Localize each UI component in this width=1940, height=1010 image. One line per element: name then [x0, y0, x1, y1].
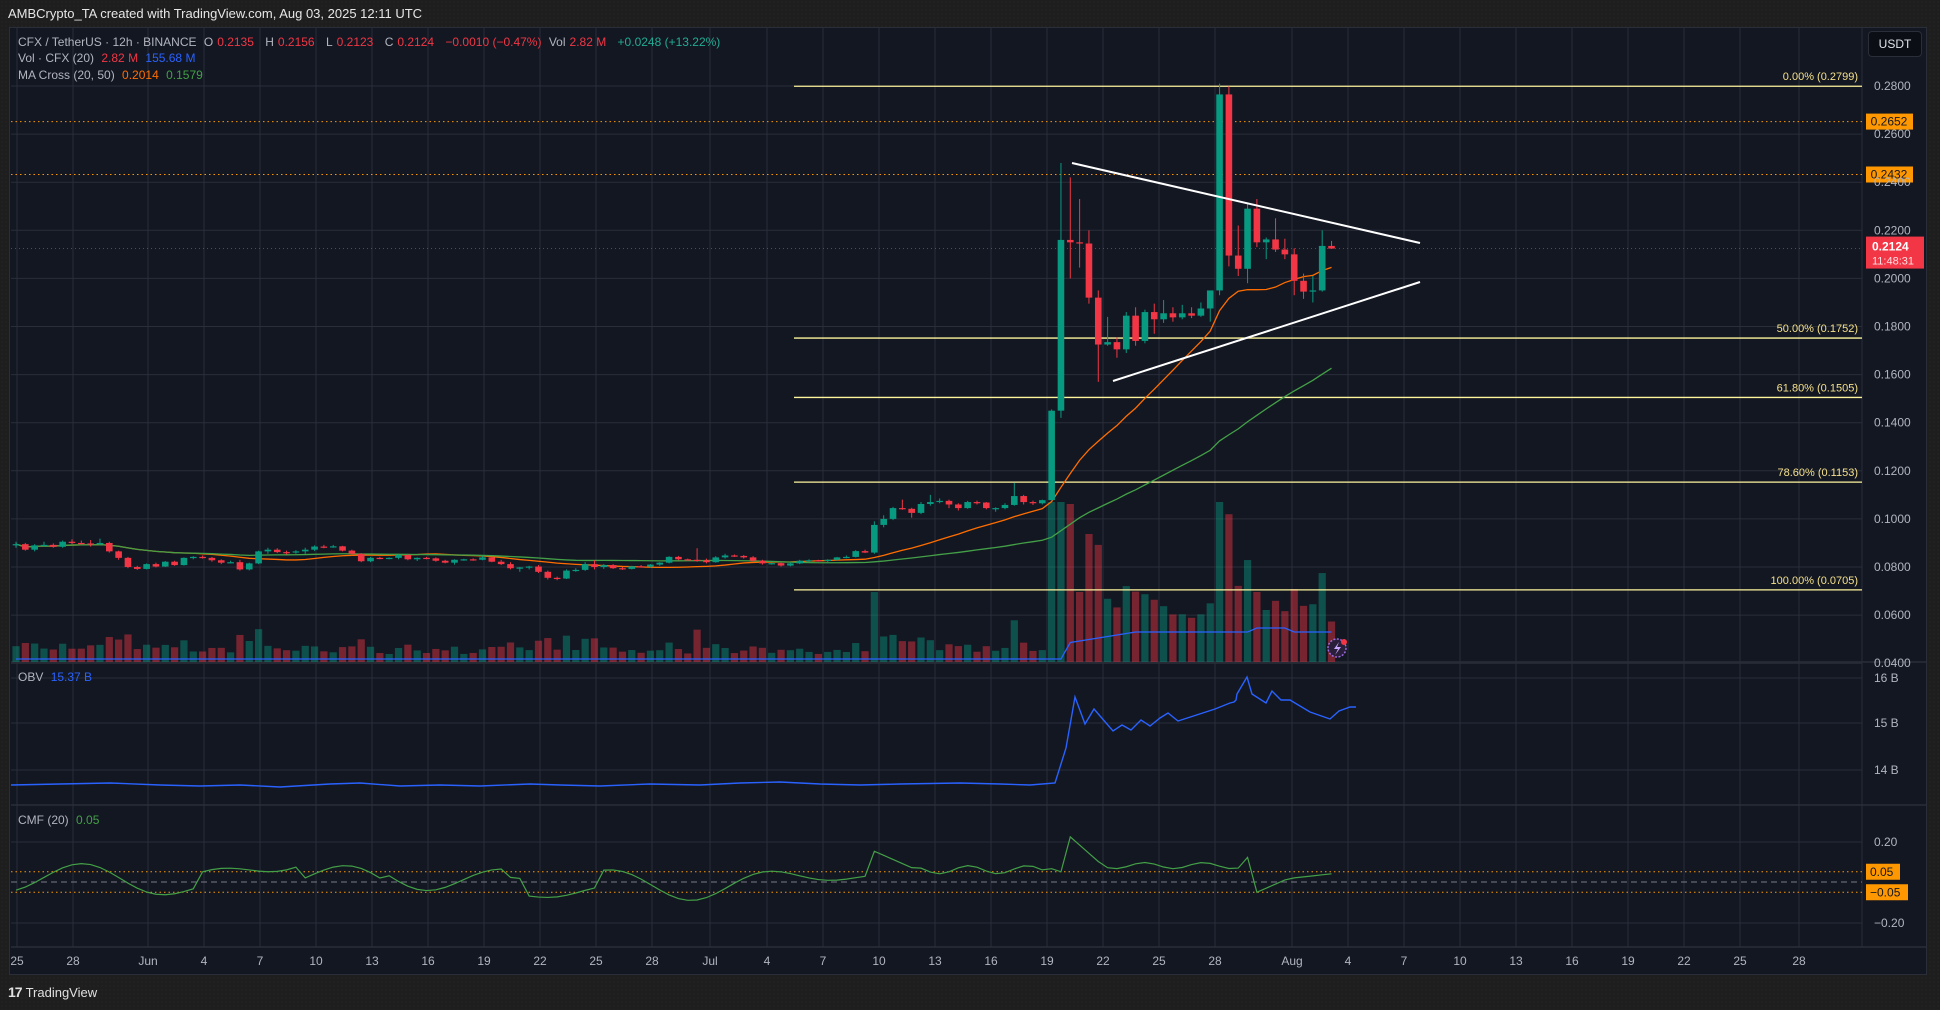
svg-text:100.00% (0.0705): 100.00% (0.0705) [1771, 575, 1858, 587]
obv-pane [10, 675, 1356, 788]
svg-text:25: 25 [10, 954, 24, 968]
svg-text:0.1400: 0.1400 [1874, 416, 1911, 430]
svg-text:50.00% (0.1752): 50.00% (0.1752) [1777, 323, 1858, 335]
svg-text:15 B: 15 B [1874, 716, 1899, 730]
svg-text:0.2400: 0.2400 [1874, 175, 1911, 189]
svg-text:4: 4 [1345, 954, 1352, 968]
svg-text:0.1600: 0.1600 [1874, 368, 1911, 382]
svg-text:13: 13 [365, 954, 379, 968]
horizontal-levels [11, 121, 1862, 176]
svg-text:0.2124: 0.2124 [1872, 240, 1909, 254]
tv-logo-icon: 17 [8, 984, 23, 1000]
svg-text:19: 19 [1040, 954, 1054, 968]
symmetrical-triangle [1071, 162, 1421, 382]
svg-text:0.0400: 0.0400 [1874, 656, 1911, 670]
svg-text:7: 7 [1401, 954, 1408, 968]
symbol-name[interactable]: CFX / TetherUS · 12h · BINANCE [18, 35, 197, 49]
cmf-legend[interactable]: CMF (20) 0.05 [18, 813, 100, 827]
svg-text:Jul: Jul [702, 954, 717, 968]
svg-text:28: 28 [645, 954, 659, 968]
svg-text:−0.05: −0.05 [1870, 885, 1901, 899]
svg-text:0.0800: 0.0800 [1874, 560, 1911, 574]
svg-text:61.80% (0.1505): 61.80% (0.1505) [1777, 382, 1858, 394]
svg-text:Aug: Aug [1281, 954, 1302, 968]
svg-text:13: 13 [1509, 954, 1523, 968]
fib-retracement: 0.00% (0.2799) 50.00% (0.1752) 61.80% (0.1… [794, 71, 1862, 591]
volume-legend[interactable]: Vol · CFX (20) 2.82 M 155.68 M [18, 51, 196, 65]
svg-text:4: 4 [201, 954, 208, 968]
svg-text:19: 19 [477, 954, 491, 968]
svg-text:−0.20: −0.20 [1874, 916, 1905, 930]
currency-button[interactable]: USDT [1868, 31, 1922, 57]
svg-text:16: 16 [984, 954, 998, 968]
svg-text:13: 13 [928, 954, 942, 968]
price-axis: 0.2652 0.2432 0.2800 0.2600 0.2400 0.2200 0.20… [1866, 79, 1924, 930]
svg-text:0.2432: 0.2432 [1871, 168, 1908, 182]
svg-text:10: 10 [309, 954, 323, 968]
svg-text:16: 16 [1565, 954, 1579, 968]
obv-legend[interactable]: OBV 15.37 B [18, 670, 93, 684]
ma-cross-legend[interactable]: MA Cross (20, 50) 0.2014 0.1579 [18, 68, 203, 82]
svg-text:0.1000: 0.1000 [1874, 512, 1911, 526]
svg-text:14 B: 14 B [1874, 763, 1899, 777]
svg-text:28: 28 [66, 954, 80, 968]
svg-text:25: 25 [1733, 954, 1747, 968]
svg-text:0.05: 0.05 [1870, 865, 1894, 879]
grid-lines [11, 28, 1927, 948]
svg-text:25: 25 [589, 954, 603, 968]
extra-change: +0.0248 (+13.22%) [617, 35, 721, 49]
chart-caption: AMBCrypto_TA created with TradingView.co… [8, 6, 423, 21]
svg-text:0.1800: 0.1800 [1874, 320, 1911, 334]
svg-text:78.60% (0.1153): 78.60% (0.1153) [1777, 467, 1858, 479]
svg-text:0.20: 0.20 [1874, 835, 1898, 849]
symbol-legend: CFX / TetherUS · 12h · BINANCE O 0.2135 H… [18, 35, 721, 49]
svg-text:28: 28 [1208, 954, 1222, 968]
svg-text:10: 10 [872, 954, 886, 968]
svg-text:28: 28 [1792, 954, 1806, 968]
tradingview-logo: 17 TradingView [8, 984, 98, 1000]
price-change: −0.0010 (−0.47%) [445, 35, 542, 49]
moving-averages [15, 266, 1332, 569]
svg-text:4: 4 [764, 954, 771, 968]
svg-text:22: 22 [1677, 954, 1691, 968]
svg-text:0.2000: 0.2000 [1874, 271, 1911, 285]
svg-text:0.1200: 0.1200 [1874, 464, 1911, 478]
svg-text:22: 22 [533, 954, 547, 968]
candlesticks [11, 83, 1862, 581]
svg-text:0.2600: 0.2600 [1874, 127, 1911, 141]
alert-icon[interactable] [1327, 638, 1347, 658]
time-axis: 25 28 Jun 4 7 10 13 16 19 22 25 28 Jul 4 7 10 13 16 19 22 25… [10, 954, 1806, 968]
svg-text:Jun: Jun [138, 954, 157, 968]
svg-text:0.00% (0.2799): 0.00% (0.2799) [1783, 71, 1858, 83]
svg-text:25: 25 [1152, 954, 1166, 968]
volume-bars [12, 502, 1336, 662]
svg-text:10: 10 [1453, 954, 1467, 968]
svg-text:0.2800: 0.2800 [1874, 79, 1911, 93]
cmf-pane [11, 835, 1862, 901]
svg-text:11:48:31: 11:48:31 [1872, 256, 1914, 268]
svg-text:16: 16 [421, 954, 435, 968]
svg-text:0.2200: 0.2200 [1874, 223, 1911, 237]
svg-text:22: 22 [1096, 954, 1110, 968]
svg-text:7: 7 [820, 954, 827, 968]
svg-text:7: 7 [257, 954, 264, 968]
svg-text:0.0600: 0.0600 [1874, 608, 1911, 622]
svg-text:19: 19 [1621, 954, 1635, 968]
svg-text:16 B: 16 B [1874, 671, 1899, 685]
svg-text:0.2652: 0.2652 [1871, 115, 1908, 129]
